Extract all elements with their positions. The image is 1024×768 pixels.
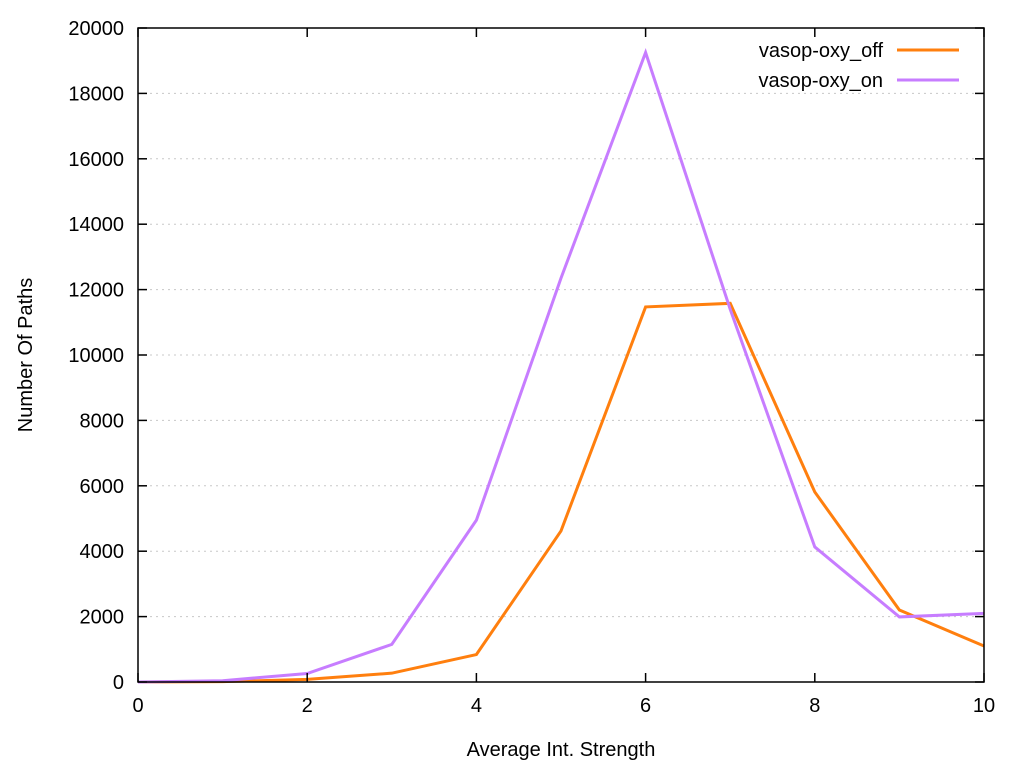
- x-axis-title: Average Int. Strength: [467, 739, 656, 761]
- axis-ticks: [137, 27, 985, 683]
- x-tick-label: 2: [302, 695, 313, 717]
- y-tick-label: 6000: [80, 476, 125, 498]
- series-line-vasop-oxy_off: [137, 301, 985, 684]
- y-tick-label: 0: [113, 672, 124, 694]
- legend-label: vasop-oxy_off: [759, 40, 884, 62]
- y-tick-label: 14000: [68, 214, 124, 236]
- x-tick-labels: 0 2 4 6 8 10: [132, 695, 995, 717]
- y-axis-title: Number Of Paths: [15, 278, 37, 433]
- y-tick-label: 10000: [68, 345, 124, 367]
- y-tick-labels: 0 2000 4000 6000 8000 10000 12000 14000 16000 180…: [68, 18, 124, 694]
- legend: vasop-oxy_off vasop-oxy_on: [758, 40, 959, 92]
- legend-label: vasop-oxy_on: [758, 70, 883, 92]
- y-tick-label: 18000: [68, 83, 124, 105]
- x-tick-label: 8: [809, 695, 820, 717]
- y-tick-label: 16000: [68, 149, 124, 171]
- x-tick-label: 0: [132, 695, 143, 717]
- x-tick-label: 6: [640, 695, 651, 717]
- y-tick-label: 12000: [68, 280, 124, 302]
- x-tick-label: 10: [973, 695, 995, 717]
- y-tick-label: 8000: [80, 410, 125, 432]
- y-tick-label: 20000: [68, 18, 124, 40]
- y-tick-label: 4000: [80, 541, 125, 563]
- series-line-vasop-oxy_on: [137, 48, 985, 684]
- series-lines: [137, 48, 985, 684]
- grid-lines: [138, 92, 984, 618]
- x-tick-label: 4: [471, 695, 482, 717]
- y-tick-label: 2000: [80, 607, 125, 629]
